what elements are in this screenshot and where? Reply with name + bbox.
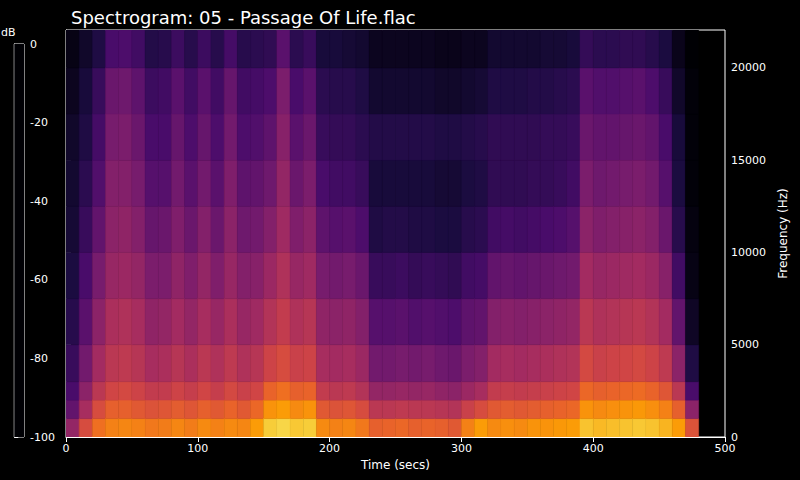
svg-text:-80: -80 [30,352,48,365]
svg-text:300: 300 [451,442,472,455]
svg-text:500: 500 [715,442,736,455]
svg-text:Frequency (Hz): Frequency (Hz) [776,188,790,279]
svg-text:Spectrogram: 05 - Passage Of L: Spectrogram: 05 - Passage Of Life.flac [71,7,416,28]
svg-text:-40: -40 [30,195,48,208]
svg-text:-60: -60 [30,273,48,286]
svg-text:0: 0 [63,442,70,455]
svg-text:-20: -20 [30,116,48,129]
svg-text:dB: dB [1,26,16,39]
svg-text:200: 200 [319,442,340,455]
svg-text:100: 100 [187,442,208,455]
svg-text:0: 0 [30,38,37,51]
svg-text:5000: 5000 [731,338,759,351]
svg-text:10000: 10000 [731,246,766,259]
svg-text:0: 0 [731,430,738,444]
svg-text:15000: 15000 [731,154,766,167]
svg-text:Time (secs): Time (secs) [360,458,430,472]
svg-text:400: 400 [583,442,604,455]
svg-text:20000: 20000 [731,61,766,74]
svg-text:-100: -100 [30,431,55,444]
